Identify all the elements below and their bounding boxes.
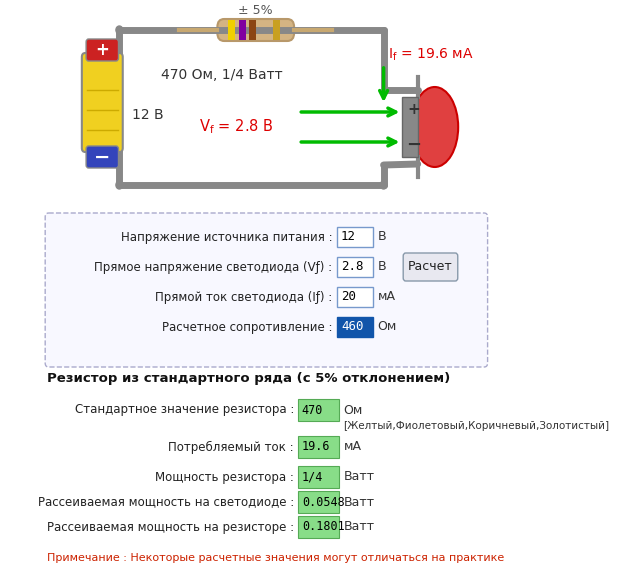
Text: −: −	[94, 147, 110, 167]
Text: Стандартное значение резистора :: Стандартное значение резистора :	[75, 404, 294, 416]
Text: 1/4: 1/4	[302, 471, 323, 484]
Text: Ом: Ом	[344, 404, 363, 416]
Bar	[273, 20, 280, 40]
Text: 0.1801: 0.1801	[302, 521, 344, 533]
Text: 20: 20	[341, 291, 356, 304]
Text: мА: мА	[377, 291, 396, 304]
Text: 470 Ом, 1/4 Ватт: 470 Ом, 1/4 Ватт	[161, 68, 282, 82]
Ellipse shape	[411, 87, 458, 167]
Text: Примечание : Некоторые расчетные значения могут отличаться на практике: Примечание : Некоторые расчетные значени…	[47, 553, 504, 563]
Text: мА: мА	[344, 440, 362, 453]
Bar	[337, 227, 372, 247]
Text: Ом: Ом	[377, 320, 397, 333]
Text: Напряжение источника питания :: Напряжение источника питания :	[121, 231, 332, 243]
Text: В: В	[377, 231, 386, 243]
Text: Ватт: Ватт	[344, 471, 375, 484]
Circle shape	[116, 181, 123, 189]
Text: Потребляемый ток :: Потребляемый ток :	[169, 440, 294, 453]
Bar	[249, 20, 256, 40]
Bar	[337, 317, 372, 337]
Bar	[298, 491, 339, 513]
Text: 0.0548: 0.0548	[302, 496, 344, 509]
Text: 19.6: 19.6	[302, 440, 330, 453]
Bar	[298, 516, 339, 538]
Bar	[228, 20, 235, 40]
Text: Ватт: Ватт	[344, 496, 375, 509]
FancyBboxPatch shape	[86, 146, 119, 168]
Text: $\mathrm{V_f}$ = 2.8 В: $\mathrm{V_f}$ = 2.8 В	[199, 118, 273, 136]
Text: 470: 470	[302, 404, 323, 416]
Bar	[298, 466, 339, 488]
Bar	[239, 20, 246, 40]
Bar	[337, 287, 372, 307]
Text: Прямое напряжение светодиода (Vƒ) :: Прямое напряжение светодиода (Vƒ) :	[94, 260, 332, 274]
Text: +: +	[407, 102, 420, 116]
Text: +: +	[95, 41, 109, 59]
FancyBboxPatch shape	[45, 213, 488, 367]
Circle shape	[116, 26, 123, 34]
Text: Рассеиваемая мощность на резисторе :: Рассеиваемая мощность на резисторе :	[47, 521, 294, 533]
Text: ± 5%: ± 5%	[238, 3, 273, 17]
Text: 2.8: 2.8	[341, 260, 364, 274]
Text: Мощность резистора :: Мощность резистора :	[155, 471, 294, 484]
Circle shape	[380, 181, 387, 189]
Text: Расчетное сопротивление :: Расчетное сопротивление :	[162, 320, 332, 333]
Text: [Желтый,Фиолетовый,Коричневый,Золотистый]: [Желтый,Фиолетовый,Коричневый,Золотистый…	[344, 421, 609, 431]
Bar	[403, 97, 418, 157]
Text: $\mathrm{I_f}$ = 19.6 мА: $\mathrm{I_f}$ = 19.6 мА	[388, 47, 473, 63]
Text: 12: 12	[341, 231, 356, 243]
Text: 460: 460	[341, 320, 364, 333]
FancyBboxPatch shape	[403, 253, 458, 281]
Text: Рассеиваемая мощность на светодиоде :: Рассеиваемая мощность на светодиоде :	[38, 496, 294, 509]
Text: Расчет: Расчет	[408, 260, 453, 274]
Text: Резистор из стандартного ряда (с 5% отклонением): Резистор из стандартного ряда (с 5% откл…	[47, 372, 450, 385]
Bar	[337, 257, 372, 277]
Text: Прямой ток светодиода (Iƒ) :: Прямой ток светодиода (Iƒ) :	[155, 291, 332, 304]
Text: −: −	[406, 136, 421, 154]
FancyBboxPatch shape	[82, 53, 123, 152]
FancyBboxPatch shape	[218, 19, 294, 41]
Bar	[298, 436, 339, 458]
Bar	[298, 399, 339, 421]
FancyBboxPatch shape	[86, 39, 119, 61]
Text: 12 В: 12 В	[132, 108, 164, 122]
Text: Ватт: Ватт	[344, 521, 375, 533]
Text: В: В	[377, 260, 386, 274]
